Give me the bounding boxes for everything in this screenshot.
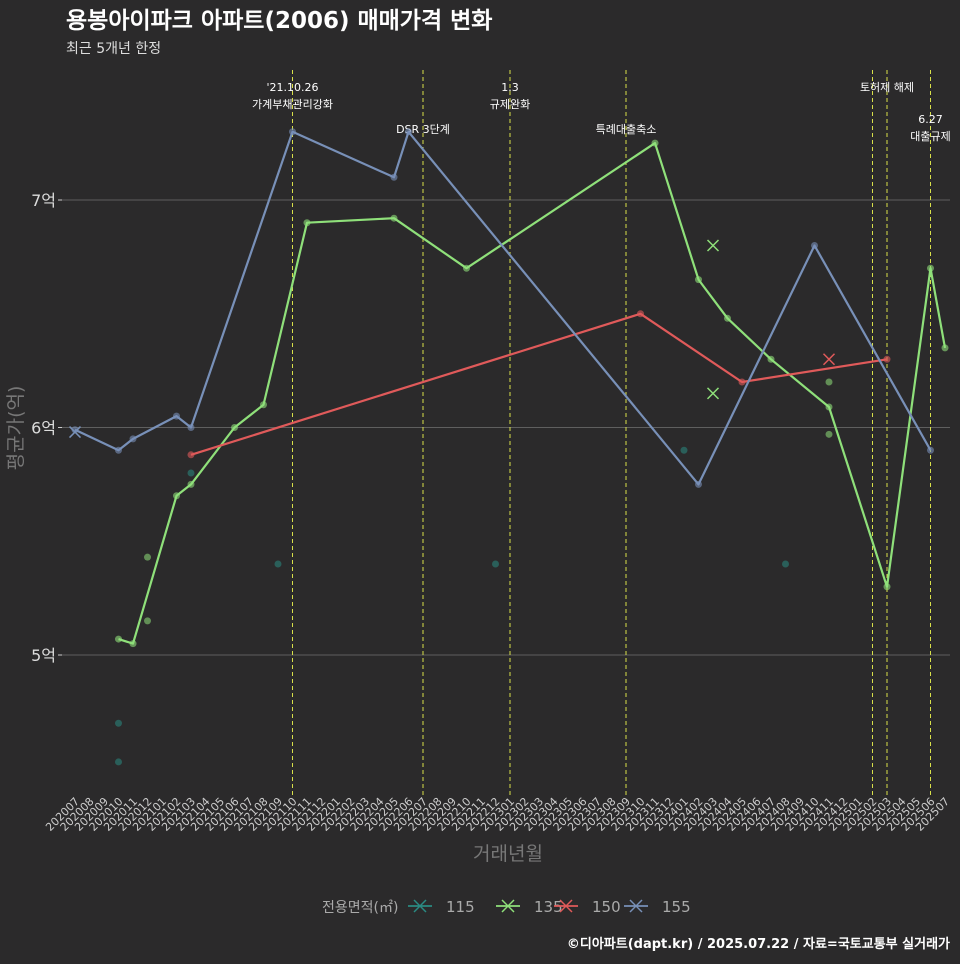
data-point-115 (115, 758, 122, 766)
series-lines (68, 128, 949, 766)
line-point-135 (115, 635, 122, 643)
line-point-135 (927, 264, 934, 272)
cross-point-150-stroke-b (822, 353, 836, 366)
series-115 (115, 446, 789, 766)
data-point-115 (782, 560, 789, 568)
y-axis-label: 평균가(억) (5, 386, 27, 471)
line-point-150 (738, 378, 746, 386)
x-axis-ticks: 2020072020082020092020102020112020122021… (43, 795, 952, 834)
y-tick-label: 6억 (31, 419, 56, 438)
legend-item-135: 135 (496, 898, 563, 916)
chart-subtitle: 최근 5개년 한정 (66, 41, 161, 57)
y-tick-label: 7억 (31, 191, 56, 210)
grid-lines (62, 199, 950, 656)
legend-item-115: 115 (408, 898, 475, 916)
data-point-115 (187, 469, 195, 477)
line-point-135 (767, 355, 775, 363)
line-point-150 (187, 451, 195, 459)
data-point-135 (825, 430, 833, 438)
line-point-135 (390, 214, 398, 222)
cross-point-135 (706, 239, 720, 252)
cross-point-150 (822, 353, 836, 366)
line-point-150 (883, 355, 891, 363)
data-point-115 (274, 560, 282, 568)
line-point-155 (390, 173, 398, 181)
line-point-135 (883, 583, 891, 591)
cross-point-155-stroke-b (68, 426, 82, 439)
line-point-135 (941, 344, 949, 352)
line-point-155 (129, 435, 137, 443)
cross-point-135-stroke-b (706, 239, 720, 252)
event-label: 토허제 해제 (860, 80, 914, 94)
cross-point-135 (706, 387, 720, 400)
line-point-155 (811, 242, 818, 249)
y-axis-ticks: 5억 6억 7억 (31, 191, 62, 665)
line-point-155 (115, 446, 122, 454)
line-point-135 (463, 264, 470, 272)
line-point-155 (173, 412, 180, 420)
line-point-155 (187, 424, 195, 431)
line-point-135 (260, 401, 267, 409)
legend-title: 전용면적(㎡) (322, 900, 398, 916)
x-axis-label: 거래년월 (473, 843, 543, 865)
footer-credit: ©디아파트(dapt.kr) / 2025.07.22 / 자료=국토교통부 실… (567, 936, 950, 952)
legend-key-cross-stroke-b (629, 899, 643, 913)
y-tick-label: 5억 (31, 646, 56, 665)
data-point-135 (144, 617, 151, 625)
event-label: '21.10.26 (266, 81, 318, 94)
line-series-150 (190, 312, 888, 456)
legend-key-cross (501, 899, 515, 913)
line-point-135 (231, 424, 238, 431)
legend-key-cross-stroke-b (559, 899, 573, 913)
line-point-155 (695, 480, 702, 488)
event-label: 규제완화 (490, 98, 530, 111)
event-label: DSR 3단계 (396, 123, 450, 136)
line-point-135 (173, 492, 180, 500)
data-point-115 (492, 560, 499, 568)
line-point-135 (303, 219, 311, 227)
legend-label: 135 (534, 898, 563, 916)
legend-key-cross (413, 899, 427, 913)
line-point-155 (71, 426, 79, 434)
event-label: 대출규제 (910, 130, 950, 143)
line-point-135 (825, 403, 833, 411)
series-155 (68, 128, 934, 488)
legend-label: 115 (446, 898, 475, 916)
legend-label: 150 (592, 898, 621, 916)
legend-key-cross-stroke-b (413, 899, 427, 913)
event-label: 가계부채관리강화 (252, 98, 333, 111)
legend-key-cross (559, 899, 573, 913)
line-point-150 (637, 310, 644, 318)
cross-point-135-stroke-b (706, 387, 720, 400)
chart-title: 용봉아이파크 아파트(2006) 매매가격 변화 (66, 8, 492, 34)
series-135 (115, 139, 949, 648)
line-point-155 (405, 128, 412, 136)
legend-label: 155 (662, 898, 691, 916)
line-point-135 (651, 139, 659, 147)
legend-key-cross (629, 899, 643, 913)
cross-point-155 (68, 426, 82, 439)
data-point-135 (144, 553, 151, 561)
event-label: 특례대출축소 (596, 123, 657, 136)
line-point-135 (724, 314, 731, 322)
legend-item-150: 150 (554, 898, 621, 916)
data-point-135 (825, 378, 833, 386)
line-point-135 (187, 480, 195, 488)
legend: 전용면적(㎡) 115 135 150 155 (322, 898, 691, 916)
line-point-155 (927, 446, 934, 454)
legend-item-155: 155 (624, 898, 691, 916)
line-point-135 (695, 276, 702, 284)
event-label: 6.27 (918, 113, 943, 126)
line-point-155 (289, 128, 296, 136)
legend-key-cross-stroke-b (501, 899, 515, 913)
data-point-115 (115, 719, 122, 727)
series-150 (187, 310, 891, 459)
line-point-135 (129, 640, 137, 648)
data-point-115 (680, 446, 688, 454)
event-label: 1.3 (501, 81, 519, 94)
